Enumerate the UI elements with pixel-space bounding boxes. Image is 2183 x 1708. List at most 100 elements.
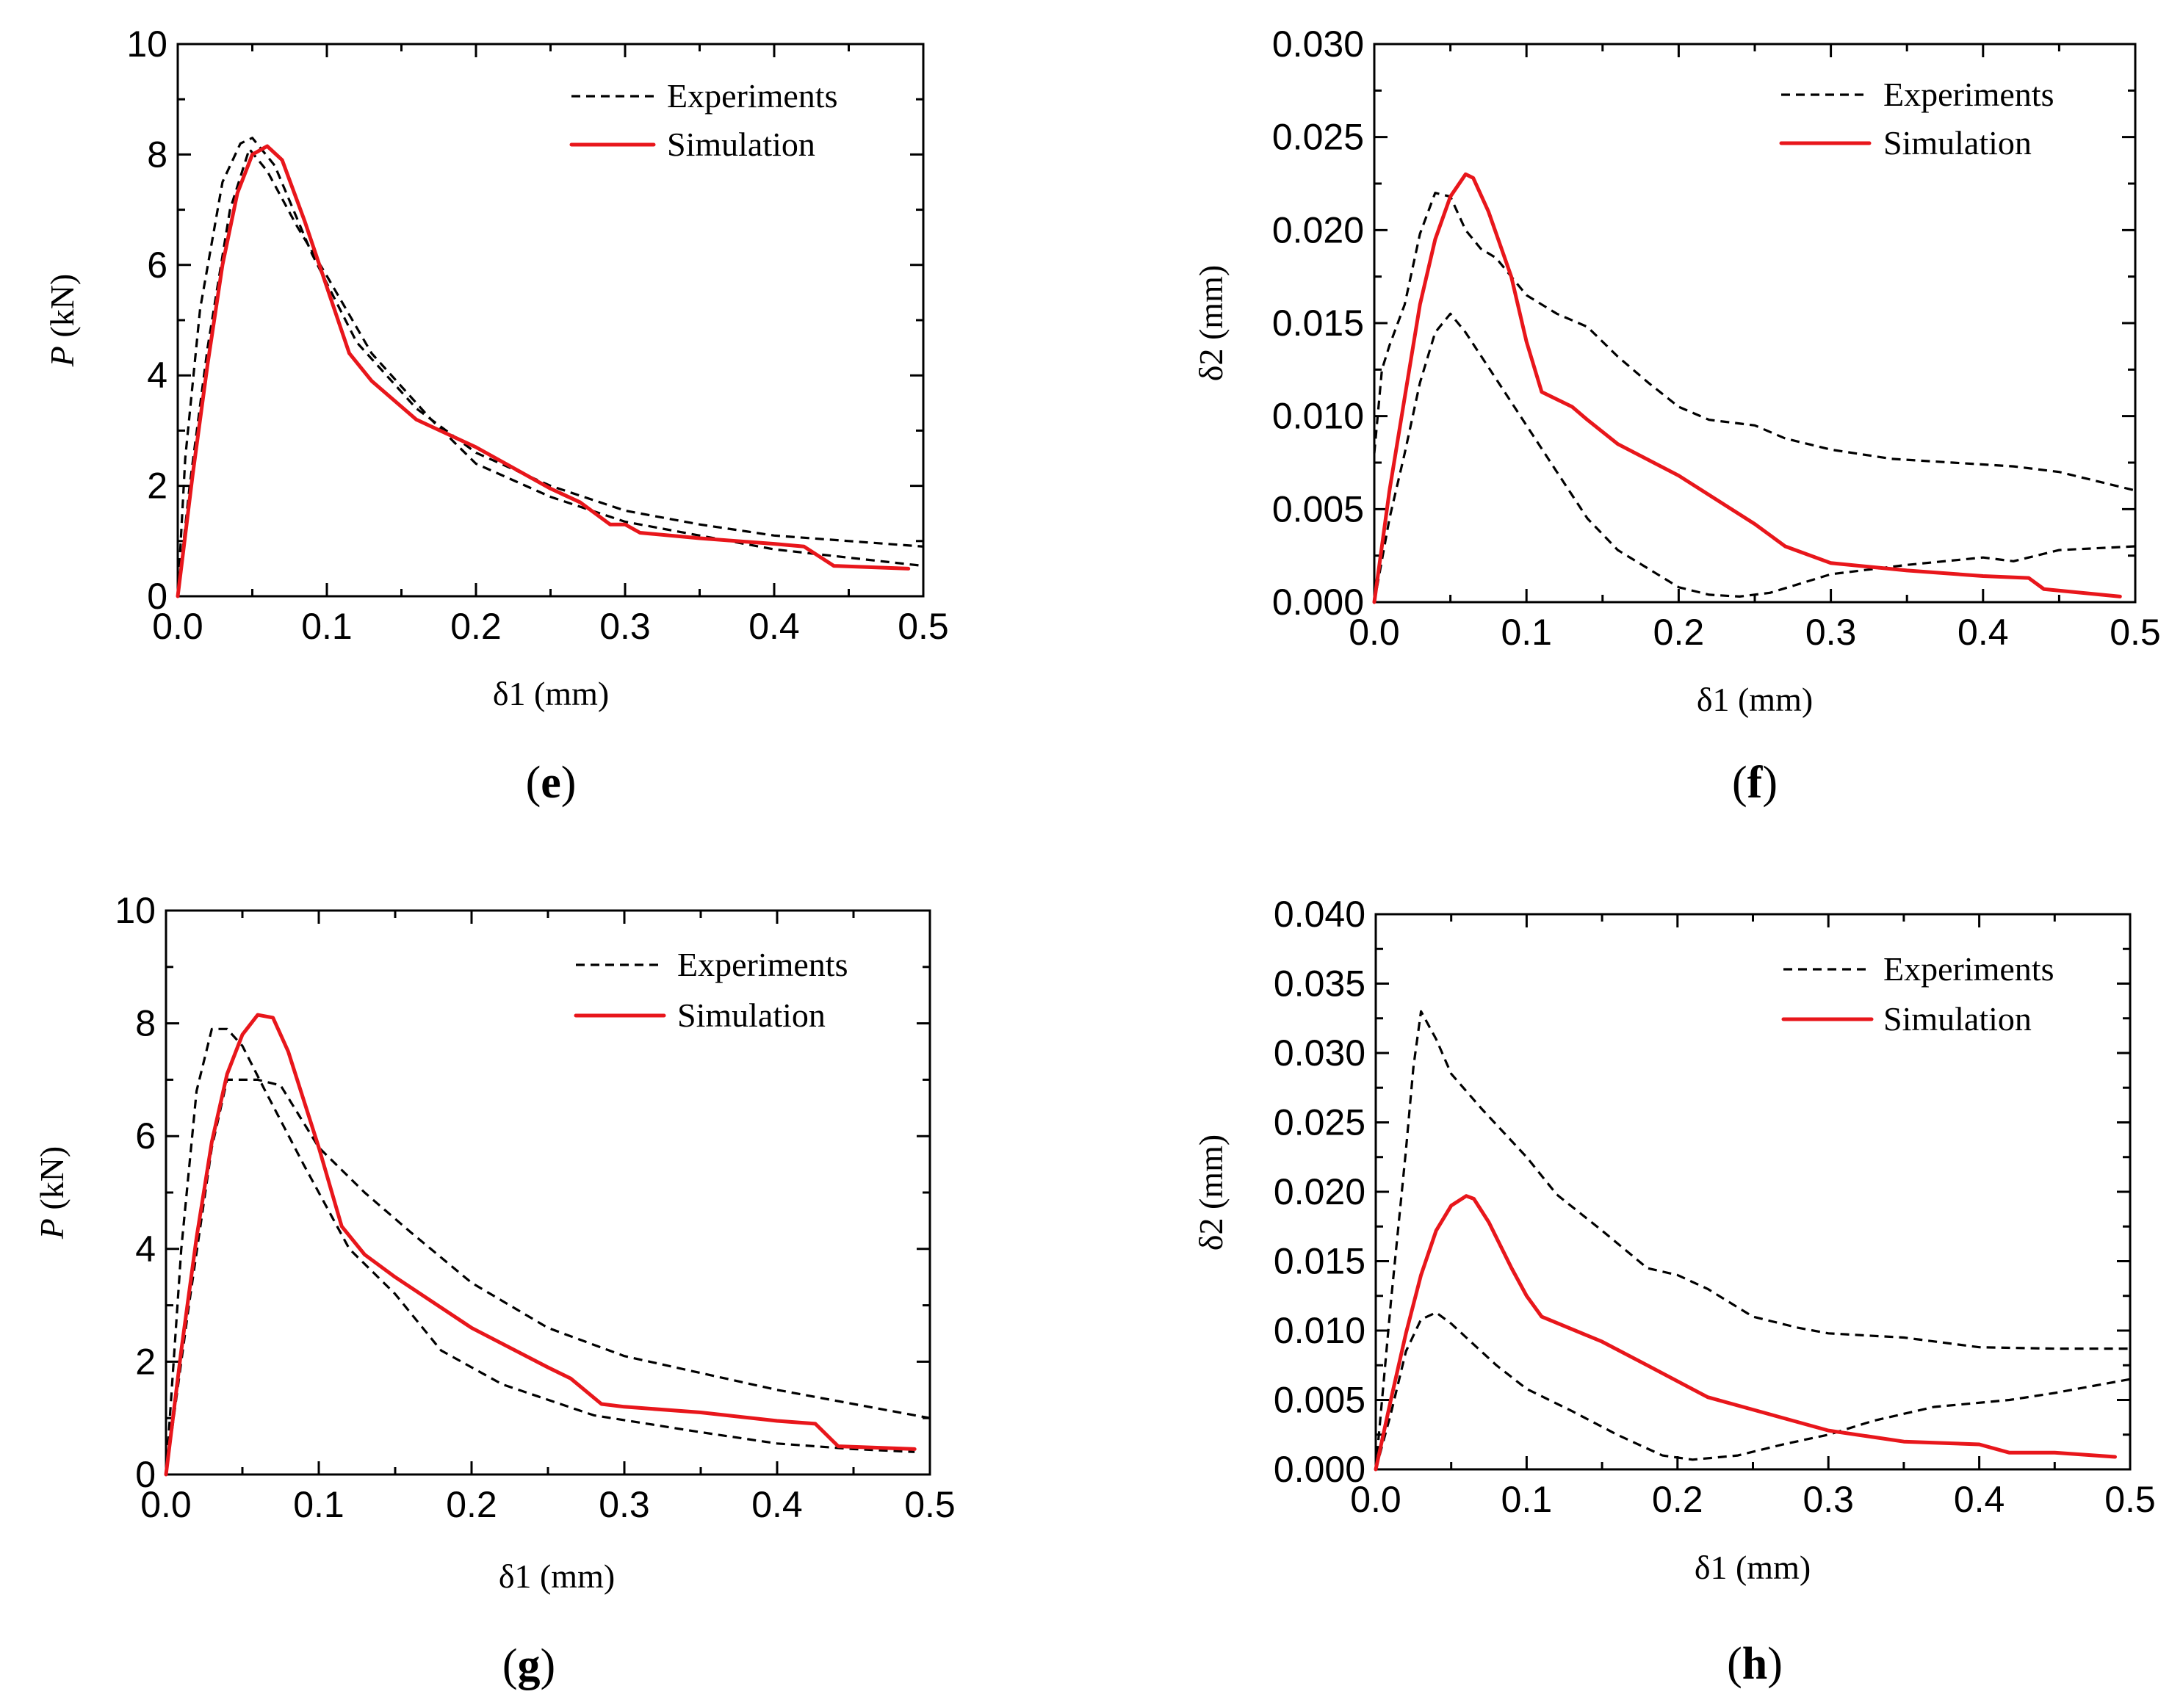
- y-tick-label: 0.015: [1272, 303, 1364, 344]
- y-axis-label-variable: P: [33, 1218, 71, 1240]
- y-tick-label: 2: [147, 466, 167, 507]
- y-axis-label-variable: P: [43, 346, 81, 367]
- series-lines: [176, 137, 924, 598]
- y-axis-label-unit: (kN): [43, 274, 81, 338]
- x-tick-label: 0.1: [301, 606, 353, 647]
- x-tick-label: 0.5: [2104, 1479, 2156, 1520]
- y-tick-label: 0.020: [1274, 1171, 1365, 1212]
- experiment-line-1: [1374, 1010, 2130, 1470]
- y-tick-label: 0.030: [1272, 23, 1364, 65]
- y-axis-label: δ2 (mm): [1192, 1135, 1230, 1251]
- legend: Experiments Simulation: [569, 77, 838, 163]
- y-tick-label: 0.025: [1272, 117, 1364, 158]
- legend-label-experiments: Experiments: [677, 946, 848, 983]
- x-tick-label: 0.5: [904, 1484, 956, 1525]
- y-tick-label: 0.010: [1272, 396, 1364, 437]
- x-tick-label: 0.4: [748, 606, 800, 647]
- y-tick-label: 0.005: [1272, 488, 1364, 529]
- y-tick-label: 4: [147, 355, 167, 396]
- simulation-line: [176, 144, 911, 598]
- axis-ticks: 0.0 0.1 0.2 0.3 0.4 0.5 0 2 4 6 8 10: [126, 23, 948, 647]
- x-tick-label: 0.4: [1954, 1479, 2005, 1520]
- x-tick-label: 0.1: [1501, 612, 1552, 653]
- y-tick-label: 0.000: [1272, 582, 1364, 623]
- plot-frame: [1374, 913, 2132, 1471]
- series-lines: [164, 1013, 931, 1477]
- panel-label: (g): [502, 1640, 555, 1690]
- y-tick-label: 6: [135, 1115, 156, 1157]
- axis-ticks: 0.0 0.1 0.2 0.3 0.4 0.5 0.000 0.005 0.010 0.015 0.…: [1272, 23, 2161, 653]
- y-tick-label: 8: [147, 134, 167, 175]
- x-tick-label: 0.3: [599, 1484, 650, 1525]
- chart-panel-h: 0.0 0.1 0.2 0.3 0.4 0.5 0.000 0.005 0.010 0.015 0.…: [1192, 894, 2156, 1689]
- x-axis-label: δ1 (mm): [1697, 681, 1813, 718]
- y-tick-label: 6: [147, 245, 167, 286]
- panel-label: (e): [526, 758, 577, 808]
- series-lines: [1374, 1010, 2131, 1472]
- y-tick-label: 8: [135, 1003, 156, 1044]
- series-lines: [1372, 172, 2136, 604]
- y-tick-label: 10: [115, 890, 156, 931]
- x-tick-label: 0.3: [1803, 1479, 1854, 1520]
- chart-panel-f: 0.0 0.1 0.2 0.3 0.4 0.5 0.000 0.005 0.010 0.015 0.…: [1192, 23, 2161, 808]
- x-tick-label: 0.3: [1805, 612, 1857, 653]
- y-tick-label: 0.035: [1274, 963, 1365, 1005]
- panel-label: (f): [1732, 758, 1778, 808]
- x-axis-label: δ1 (mm): [1695, 1549, 1811, 1586]
- experiment-line-2: [1374, 1311, 2131, 1470]
- legend: Experiments Simulation: [574, 946, 848, 1034]
- x-tick-label: 0.4: [751, 1484, 803, 1525]
- legend: Experiments Simulation: [1779, 76, 2054, 162]
- y-axis-label: P (kN): [43, 274, 81, 367]
- y-tick-label: 2: [135, 1341, 156, 1382]
- simulation-line: [1374, 1194, 2117, 1472]
- y-tick-label: 0.000: [1274, 1449, 1365, 1490]
- x-tick-label: 0.3: [599, 606, 651, 647]
- legend-label-experiments: Experiments: [1883, 76, 2054, 113]
- x-axis-label: δ1 (mm): [493, 675, 609, 712]
- y-tick-label: 0.010: [1274, 1310, 1365, 1351]
- y-axis-label: δ2 (mm): [1192, 265, 1230, 381]
- plot-frame: [165, 909, 931, 1476]
- experiment-line-1: [1373, 192, 2136, 492]
- chart-panel-e: 0.0 0.1 0.2 0.3 0.4 0.5 0 2 4 6 8 10 Experiments Si…: [43, 23, 949, 808]
- axis-ticks: 0.0 0.1 0.2 0.3 0.4 0.5 0 2 4 6 8 10: [115, 890, 955, 1525]
- experiment-line-1: [165, 1027, 915, 1475]
- panel-letter: e: [541, 758, 561, 808]
- y-tick-label: 0.015: [1274, 1241, 1365, 1282]
- y-tick-label: 0: [135, 1454, 156, 1495]
- x-tick-label: 0.2: [1653, 612, 1705, 653]
- panel-letter: f: [1747, 758, 1764, 808]
- y-tick-label: 0.025: [1274, 1102, 1365, 1143]
- panel-letter: h: [1742, 1639, 1767, 1689]
- y-axis-label-unit: (kN): [33, 1146, 71, 1210]
- y-tick-label: 0.005: [1274, 1380, 1365, 1421]
- y-tick-label: 4: [135, 1228, 156, 1270]
- x-tick-label: 0.5: [898, 606, 949, 647]
- legend-label-simulation: Simulation: [677, 996, 826, 1034]
- experiment-line-2: [176, 148, 924, 597]
- legend-label-experiments: Experiments: [1883, 950, 2054, 988]
- y-tick-label: 0: [147, 576, 167, 617]
- x-axis-label: δ1 (mm): [499, 1557, 615, 1595]
- legend-label-simulation: Simulation: [1883, 1000, 2032, 1038]
- x-tick-label: 0.4: [1958, 612, 2009, 653]
- x-tick-label: 0.2: [446, 1484, 497, 1525]
- x-tick-label: 0.1: [293, 1484, 344, 1525]
- x-tick-label: 0.0: [152, 606, 203, 647]
- panel-label: (h): [1727, 1639, 1783, 1689]
- panel-letter: g: [518, 1640, 541, 1690]
- x-tick-label: 0.5: [2110, 612, 2161, 653]
- y-tick-label: 0.020: [1272, 209, 1364, 250]
- simulation-line: [164, 1013, 917, 1477]
- axis-ticks: 0.0 0.1 0.2 0.3 0.4 0.5 0.000 0.005 0.010 0.015 0.…: [1274, 894, 2156, 1520]
- x-tick-label: 0.1: [1501, 1479, 1553, 1520]
- legend: Experiments Simulation: [1781, 950, 2054, 1038]
- experiment-line-2: [165, 1078, 931, 1475]
- y-tick-label: 0.040: [1274, 894, 1365, 935]
- x-tick-label: 0.2: [1652, 1479, 1703, 1520]
- experiment-line-1: [176, 137, 924, 597]
- y-tick-label: 0.030: [1274, 1032, 1365, 1074]
- legend-label-simulation: Simulation: [667, 126, 815, 163]
